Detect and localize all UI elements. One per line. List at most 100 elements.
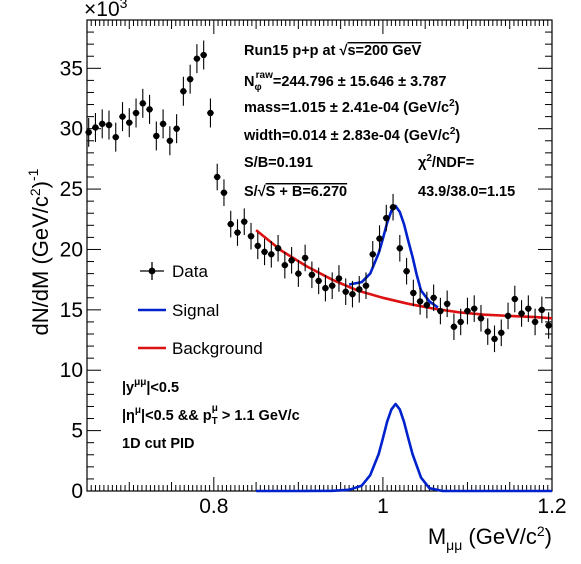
data-point-marker bbox=[356, 286, 363, 293]
y-tick-label: 35 bbox=[60, 57, 83, 80]
data-point-marker bbox=[410, 289, 417, 297]
y-tick-label: 30 bbox=[60, 118, 83, 141]
data-point-marker bbox=[362, 282, 370, 289]
data-point-marker bbox=[146, 106, 153, 113]
data-point bbox=[409, 279, 417, 307]
data-point-marker bbox=[335, 275, 343, 282]
data-point-marker bbox=[193, 55, 201, 62]
y-tick-label: 20 bbox=[60, 238, 83, 261]
data-point bbox=[450, 313, 458, 341]
data-point-marker bbox=[268, 251, 275, 258]
data-point bbox=[146, 94, 153, 124]
x-axis-title: Mμμ (GeV/c2) bbox=[428, 523, 552, 553]
data-point-marker bbox=[207, 109, 214, 117]
data-point bbox=[132, 98, 140, 128]
data-point-marker bbox=[450, 323, 458, 330]
data-point-marker bbox=[220, 189, 228, 196]
data-point bbox=[261, 238, 268, 266]
y-tick-label: 5 bbox=[71, 420, 83, 443]
data-point-marker bbox=[525, 305, 532, 312]
data-point-marker bbox=[112, 133, 119, 141]
data-point bbox=[92, 112, 99, 142]
series-line-total-fit bbox=[348, 204, 439, 309]
data-point bbox=[267, 241, 275, 268]
data-point-marker bbox=[471, 305, 478, 312]
data-point bbox=[281, 251, 289, 279]
data-point-marker bbox=[457, 318, 464, 326]
stats-run: Run15 p+p at √s=200 GeV bbox=[244, 43, 422, 59]
data-point-marker bbox=[153, 132, 160, 140]
data-point bbox=[180, 76, 187, 106]
cut-eta-pt: |ημ|<0.5 && pTμ > 1.1 GeV/c bbox=[122, 403, 300, 427]
data-point bbox=[213, 163, 221, 191]
data-point-marker bbox=[538, 306, 546, 314]
data-point-marker bbox=[241, 218, 248, 225]
data-point-marker bbox=[322, 284, 329, 292]
y-tick-label: 15 bbox=[60, 299, 83, 322]
data-point-marker bbox=[383, 214, 390, 222]
data-point bbox=[173, 114, 180, 144]
data-point bbox=[227, 210, 235, 238]
data-point bbox=[437, 297, 444, 325]
data-point bbox=[457, 308, 465, 336]
data-point-marker bbox=[180, 88, 187, 95]
y-tick-label: 25 bbox=[60, 178, 83, 201]
data-point-marker bbox=[403, 268, 410, 275]
data-point-marker bbox=[234, 229, 241, 236]
data-point bbox=[200, 40, 208, 70]
data-point-marker bbox=[349, 290, 356, 298]
cut-rapidity: |yμμ|<0.5 bbox=[122, 377, 179, 396]
stats-chi2-label: χ2/NDF= bbox=[418, 153, 474, 171]
data-point-marker bbox=[254, 242, 261, 250]
data-point bbox=[308, 261, 316, 289]
cuts-box: |yμμ|<0.5 |ημ|<0.5 && pTμ > 1.1 GeV/c 1D… bbox=[122, 377, 300, 452]
stats-mass: mass=1.015 ± 2.41e-04 (GeV/c2) bbox=[244, 98, 460, 116]
data-point bbox=[538, 296, 546, 324]
stats-width: width=0.014 ± 2.83e-04 (GeV/c2) bbox=[243, 126, 460, 144]
stats-nraw: Nφraw=244.796 ± 15.646 ± 3.787 bbox=[244, 70, 446, 93]
data-point-marker bbox=[166, 137, 174, 144]
data-point bbox=[545, 312, 552, 339]
data-point bbox=[207, 98, 214, 128]
y-axis-title: dN/dM (GeV/c2)-1 bbox=[25, 168, 53, 335]
series-line-signal bbox=[256, 402, 552, 493]
y-tick-label: 10 bbox=[60, 359, 83, 382]
data-point bbox=[112, 122, 120, 152]
data-point-marker bbox=[227, 220, 234, 228]
data-point bbox=[491, 325, 498, 353]
data-point bbox=[254, 232, 262, 260]
legend-data-marker bbox=[148, 267, 156, 275]
data-point bbox=[362, 272, 370, 299]
data-point bbox=[484, 318, 492, 345]
data-point-marker bbox=[288, 257, 295, 264]
data-point bbox=[105, 110, 113, 140]
tick-labels: 0 5 10 15 20 25 30 35 0.8 1 1.2 bbox=[60, 57, 567, 518]
data-point-marker bbox=[274, 245, 282, 252]
data-point-marker bbox=[281, 261, 289, 269]
data-point-marker bbox=[261, 248, 268, 256]
data-point bbox=[403, 257, 410, 285]
data-point-marker bbox=[389, 203, 397, 211]
data-point bbox=[376, 225, 383, 252]
data-point-marker bbox=[464, 307, 471, 315]
data-point bbox=[524, 295, 532, 322]
data-point bbox=[511, 285, 519, 313]
data-point-marker bbox=[545, 322, 552, 329]
data-point bbox=[396, 234, 404, 262]
data-point bbox=[220, 179, 228, 206]
y-multiplier: ×103 bbox=[84, 0, 128, 21]
data-point bbox=[342, 278, 350, 306]
data-point-marker bbox=[132, 109, 140, 117]
data-point bbox=[464, 297, 471, 325]
data-point-marker bbox=[430, 294, 437, 301]
data-point bbox=[423, 291, 431, 319]
data-point-marker bbox=[200, 51, 207, 59]
data-point bbox=[234, 219, 241, 246]
stats-sb: S/B=0.191 bbox=[244, 155, 313, 171]
data-point bbox=[328, 272, 336, 299]
x-tick-label: 0.8 bbox=[199, 495, 228, 518]
data-point bbox=[139, 88, 147, 118]
legend-entry-background: Background bbox=[138, 339, 263, 358]
data-point bbox=[369, 241, 377, 268]
